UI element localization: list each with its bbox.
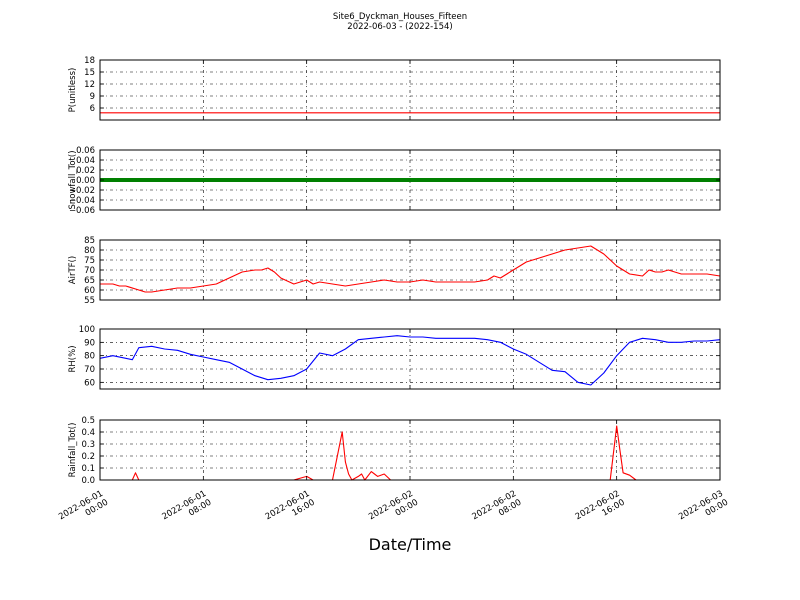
series-line [99,335,721,386]
y-tick-label: 55 [84,296,95,306]
y-tick-label: 70 [84,365,95,375]
y-tick-label: 0.00 [76,176,95,186]
x-tick-label: 2022-06-0108:00 [160,489,213,531]
x-tick-labels: 2022-06-0100:00 2022-06-0108:00 2022-06-01… [57,489,730,531]
y-tick-label: 75 [84,256,95,266]
y-tick-label: 0.2 [81,452,95,462]
series-line [100,245,721,293]
y-tick-label: 12 [84,80,95,90]
subplots: 69121518P(unitless)−0.06−0.04−0.020.000.… [68,56,721,486]
y-tick-label: 80 [84,352,95,362]
x-tick-label: 2022-06-0100:00 [57,489,110,531]
y-tick-label: 90 [84,338,95,348]
x-axis-label: Date/Time [369,535,452,554]
y-tick-label: 15 [84,68,95,78]
y-tick-label: 0.04 [76,156,95,166]
y-tick-label: 85 [84,236,95,246]
y-tick-label: 0.4 [81,428,95,438]
y-tick-label: −0.06 [69,206,95,216]
y-tick-label: 80 [84,246,95,256]
y-axis-label: RH(%) [68,345,78,372]
y-tick-label: 0.3 [81,440,95,450]
y-tick-label: 0.06 [76,146,95,156]
y-tick-label: 6 [90,104,95,114]
y-tick-label: −0.04 [69,196,95,206]
y-tick-label: 100 [79,325,95,335]
y-tick-label: 0.1 [81,464,95,474]
x-tick-label: 2022-06-0216:00 [574,489,627,531]
y-axis-label: Snowfall_Tot() [68,150,78,209]
y-tick-label: 70 [84,266,95,276]
x-tick-label: 2022-06-0116:00 [264,489,317,531]
x-tick-label: 2022-06-0208:00 [470,489,523,531]
y-axis-label: AirTF() [68,256,78,284]
y-axis-label: P(unitless) [68,68,78,113]
x-tick-label: 2022-06-0200:00 [367,489,420,531]
y-tick-label: 60 [84,286,95,296]
y-axis-label: Rainfall_Tot() [68,423,78,478]
x-tick-label: 2022-06-0300:00 [677,489,730,531]
chart-title-line1: Site6_Dyckman_Houses_Fifteen [333,12,467,22]
y-tick-label: 0.5 [81,416,95,426]
y-tick-label: 18 [84,56,95,66]
subplot-2: −0.06−0.04−0.020.000.020.040.06Snowfall_… [68,146,721,216]
chart-title-line2: 2022-06-03 - (2022-154) [347,22,452,32]
y-tick-label: 0.02 [76,166,95,176]
y-tick-label: −0.02 [69,186,95,196]
subplot-1: 6 9 12 15 18 P(unitless) [68,56,721,121]
y-tick-label: 60 [84,378,95,388]
y-tick-label: 9 [90,92,95,102]
y-tick-label: 0.0 [81,476,95,486]
y-tick-label: 65 [84,276,95,286]
